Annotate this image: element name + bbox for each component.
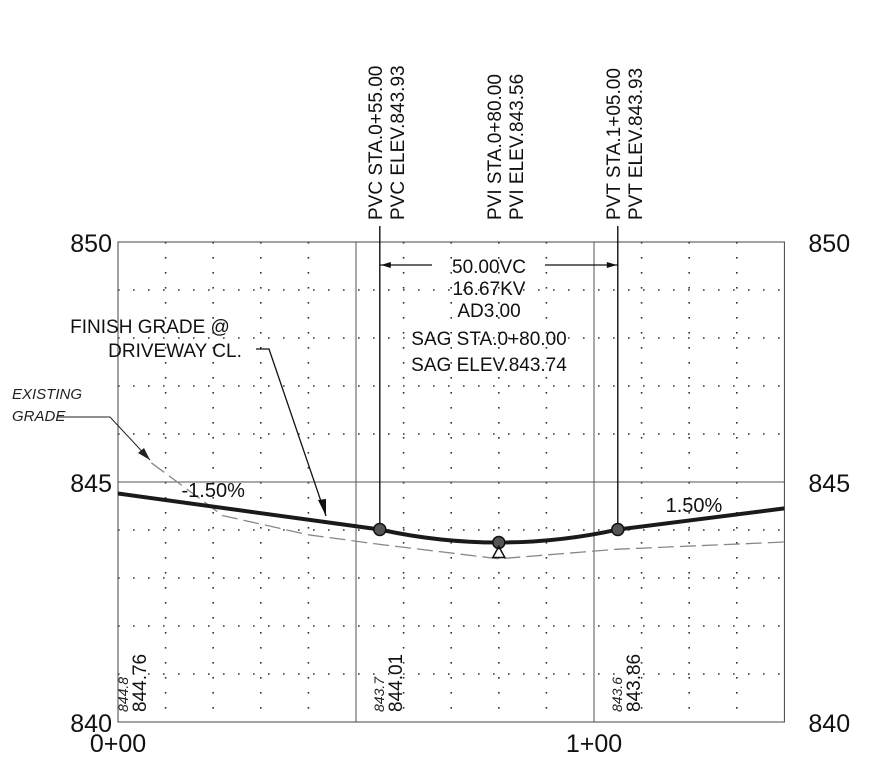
pvt-elevation-text: PVT ELEV.843.93	[626, 68, 647, 220]
vc-length-label: 50.00VC	[452, 257, 526, 278]
finish-grade-leader	[256, 348, 327, 517]
existing-grade-leader-arrow	[138, 448, 150, 460]
pvi-marker	[492, 535, 506, 550]
vc-arrow-right	[606, 262, 617, 268]
x-tick-label: 0+00	[90, 730, 146, 758]
pvc-label: PVC STA.0+55.00 PVC ELEV.843.93	[366, 65, 409, 220]
y-tick-label-left: 850	[70, 230, 112, 258]
station-elevation-label: 843.6 843.86	[609, 654, 645, 712]
x-tick-label: 1+00	[566, 730, 622, 758]
y-tick-label-left: 845	[70, 470, 112, 498]
existing-elevation-text: 844.8	[115, 677, 131, 712]
grade-out-label: 1.50%	[666, 495, 723, 517]
station-elevation-label: 844.8 844.76	[115, 654, 151, 712]
pvt-marker	[611, 522, 625, 537]
grade-in-label: -1.50%	[182, 480, 246, 502]
existing-elevation-text: 843.7	[371, 676, 387, 712]
sag-point-marker	[491, 544, 507, 559]
pvt-label: PVT STA.1+05.00 PVT ELEV.843.93	[604, 68, 647, 220]
vc-arrow-left	[380, 262, 391, 268]
y-tick-label-right: 840	[808, 710, 850, 738]
sag-station-label: SAG STA.0+80.00	[411, 329, 566, 350]
pvc-station-text: PVC STA.0+55.00	[366, 66, 387, 220]
existing-grade-note-line2: GRADE	[12, 408, 66, 425]
y-tick-label-right: 850	[808, 230, 850, 258]
y-tick-label-right: 845	[808, 470, 850, 498]
labels: PVC STA.0+55.00 PVC ELEV.843.93 PVI STA.0+…	[12, 65, 723, 712]
k-value-label: 16.67KV	[453, 279, 526, 300]
plot-frame	[117, 241, 785, 723]
ad-value-label: AD3.00	[457, 301, 520, 322]
existing-elevation-text: 843.6	[609, 677, 625, 712]
curve-markers	[58, 226, 625, 559]
pvc-elevation-text: PVC ELEV.843.93	[388, 65, 409, 220]
pvc-marker	[373, 522, 387, 537]
pvi-elevation-text: PVI ELEV.843.56	[507, 74, 528, 220]
grid	[118, 242, 785, 722]
pvt-station-text: PVT STA.1+05.00	[604, 68, 625, 220]
finish-elevation-text: 844.01	[386, 654, 407, 712]
existing-grade-line	[150, 462, 785, 560]
finish-elevation-text: 844.76	[130, 654, 151, 712]
pvi-label: PVI STA.0+80.00 PVI ELEV.843.56	[485, 74, 528, 220]
existing-grade-leader	[58, 416, 151, 461]
y-tick-label-left: 840	[70, 710, 112, 738]
pvi-station-text: PVI STA.0+80.00	[485, 74, 506, 220]
station-elevation-label: 843.7 844.01	[371, 654, 407, 712]
finish-grade-note-line2: DRIVEWAY CL.	[108, 341, 242, 362]
finish-grade-note-line1: FINISH GRADE @	[70, 317, 230, 338]
sag-elevation-label: SAG ELEV.843.74	[411, 355, 567, 376]
existing-grade-note-line1: EXISTING	[12, 386, 82, 403]
finish-grade-leader-arrow	[318, 499, 326, 516]
finish-elevation-text: 843.86	[624, 654, 645, 712]
